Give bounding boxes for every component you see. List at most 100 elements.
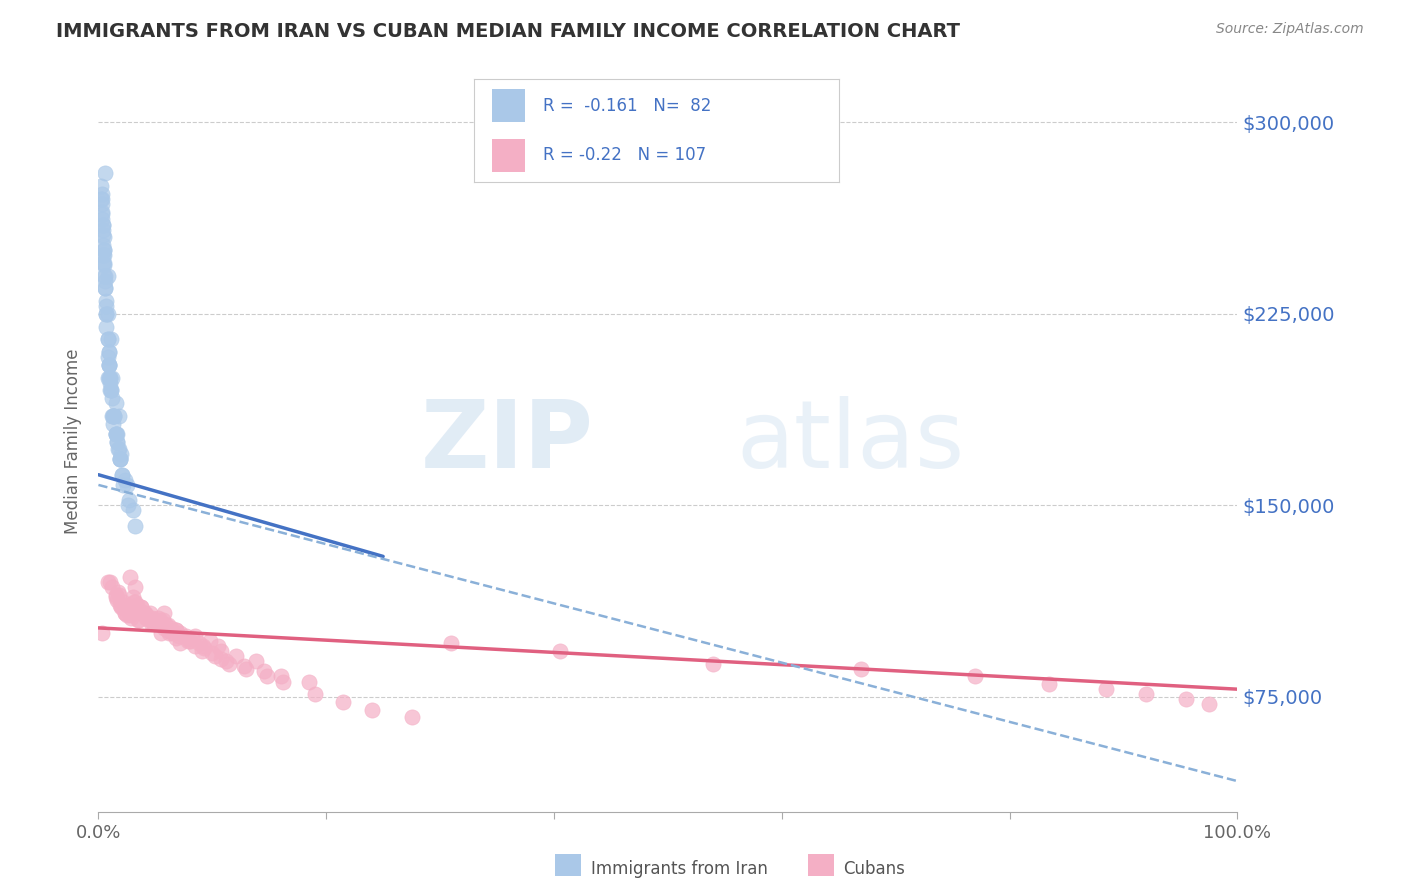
Point — [101, 370, 124, 384]
Point — [142, 615, 165, 630]
Point — [104, 591, 127, 605]
Point — [1175, 692, 1198, 706]
Point — [97, 358, 120, 372]
Point — [132, 606, 155, 620]
Point — [1095, 682, 1118, 697]
Point — [165, 631, 187, 645]
Point — [105, 426, 128, 441]
Point — [114, 598, 136, 612]
Point — [135, 610, 157, 624]
Point — [145, 615, 167, 630]
Point — [191, 644, 214, 658]
Point — [100, 333, 122, 347]
Point — [118, 493, 141, 508]
Point — [115, 608, 138, 623]
Point — [111, 467, 134, 482]
Point — [138, 613, 160, 627]
Point — [548, 644, 571, 658]
Point — [204, 648, 226, 663]
Point — [96, 574, 118, 589]
Point — [91, 256, 114, 270]
Point — [174, 629, 197, 643]
Point — [98, 574, 121, 589]
Point — [141, 610, 163, 624]
Point — [155, 618, 177, 632]
Point — [101, 391, 124, 405]
Point — [156, 624, 179, 638]
Point — [101, 580, 124, 594]
Point — [156, 618, 179, 632]
Point — [108, 409, 131, 423]
Point — [108, 452, 131, 467]
Point — [94, 281, 117, 295]
Point — [103, 409, 125, 423]
Point — [129, 600, 152, 615]
Point — [114, 606, 136, 620]
Point — [96, 351, 118, 365]
Text: ZIP: ZIP — [420, 395, 593, 488]
Point — [93, 259, 115, 273]
Point — [90, 204, 112, 219]
Point — [157, 626, 180, 640]
Point — [117, 499, 139, 513]
Point — [96, 333, 118, 347]
Point — [124, 518, 146, 533]
Point — [104, 588, 127, 602]
Point — [98, 376, 121, 390]
Point — [169, 629, 191, 643]
Point — [176, 631, 198, 645]
Point — [252, 665, 274, 679]
Point — [105, 434, 128, 449]
Point — [1135, 687, 1157, 701]
Point — [198, 633, 221, 648]
Point — [304, 687, 326, 701]
Point — [1198, 698, 1220, 712]
Point — [851, 662, 873, 676]
Point — [122, 595, 145, 609]
Point — [96, 333, 118, 347]
Point — [131, 606, 153, 620]
Point — [215, 654, 238, 668]
Point — [187, 636, 209, 650]
Point — [90, 179, 112, 194]
Point — [90, 192, 112, 206]
Point — [94, 166, 117, 180]
Point — [90, 212, 112, 227]
Point — [118, 603, 141, 617]
Point — [91, 248, 114, 262]
Point — [111, 600, 134, 615]
Point — [91, 218, 114, 232]
Point — [136, 610, 159, 624]
Point — [129, 600, 152, 615]
Point — [121, 591, 143, 605]
Point — [91, 238, 114, 252]
Point — [702, 657, 724, 671]
Point — [104, 396, 127, 410]
Point — [1038, 677, 1060, 691]
Point — [93, 256, 115, 270]
Point — [193, 641, 215, 656]
Point — [96, 268, 118, 283]
Point — [184, 629, 207, 643]
Point — [270, 669, 292, 683]
Point — [107, 585, 129, 599]
Point — [965, 669, 987, 683]
Point — [245, 654, 267, 668]
Point — [110, 600, 132, 615]
Point — [108, 452, 131, 467]
Point — [91, 218, 114, 232]
Point — [143, 613, 166, 627]
Point — [93, 230, 115, 244]
Point — [124, 595, 146, 609]
Point — [165, 624, 187, 638]
Point — [150, 618, 173, 632]
Point — [93, 243, 115, 257]
Point — [108, 588, 131, 602]
Point — [180, 631, 202, 645]
Point — [98, 370, 121, 384]
Point — [256, 669, 278, 683]
Point — [90, 626, 112, 640]
Point — [271, 674, 294, 689]
Point — [104, 426, 127, 441]
Point — [97, 358, 120, 372]
